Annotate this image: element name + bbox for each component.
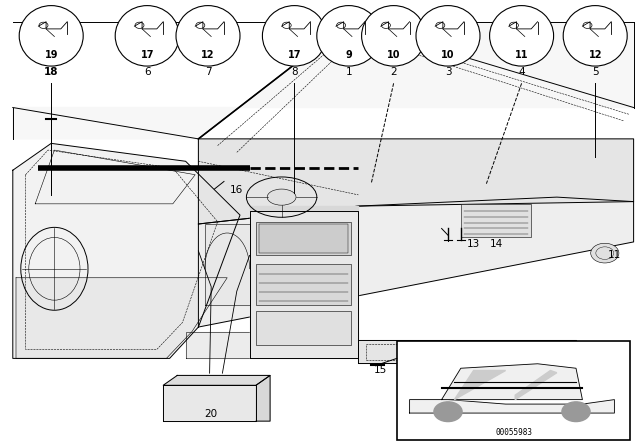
Polygon shape — [205, 224, 250, 305]
Bar — [259, 224, 348, 253]
Polygon shape — [250, 211, 358, 358]
Ellipse shape — [176, 5, 240, 66]
Circle shape — [562, 402, 590, 422]
Text: 6: 6 — [144, 67, 150, 77]
Text: 17: 17 — [287, 50, 301, 60]
Text: 12: 12 — [588, 50, 602, 60]
Ellipse shape — [262, 5, 326, 66]
Text: 20: 20 — [205, 409, 218, 419]
Text: 13: 13 — [467, 239, 480, 249]
Ellipse shape — [416, 5, 480, 66]
Polygon shape — [198, 197, 634, 327]
Text: 9: 9 — [346, 50, 352, 60]
Polygon shape — [198, 139, 634, 224]
Text: 00055983: 00055983 — [495, 428, 532, 437]
Polygon shape — [13, 22, 634, 139]
Text: 5: 5 — [592, 67, 598, 77]
Text: 19: 19 — [44, 50, 58, 60]
Text: 2: 2 — [390, 67, 397, 77]
Text: 8: 8 — [291, 67, 298, 77]
Bar — [256, 311, 351, 345]
Bar — [256, 264, 351, 305]
Text: 7: 7 — [205, 67, 211, 77]
Text: 15: 15 — [374, 365, 387, 375]
Polygon shape — [410, 400, 614, 413]
Text: 16: 16 — [230, 185, 243, 195]
Polygon shape — [256, 375, 270, 421]
Ellipse shape — [19, 5, 83, 66]
Ellipse shape — [268, 189, 296, 205]
Polygon shape — [163, 375, 270, 385]
Bar — [397, 341, 630, 440]
Polygon shape — [163, 385, 256, 421]
Text: 18: 18 — [44, 67, 58, 77]
Bar — [461, 204, 531, 237]
Text: 1: 1 — [346, 67, 352, 77]
Polygon shape — [250, 206, 358, 211]
Text: 12: 12 — [201, 50, 215, 60]
Polygon shape — [13, 143, 240, 358]
Text: 10: 10 — [387, 50, 401, 60]
Ellipse shape — [115, 5, 179, 66]
Polygon shape — [454, 370, 506, 400]
Bar — [256, 222, 351, 255]
Polygon shape — [358, 340, 576, 363]
Text: 14: 14 — [490, 239, 502, 249]
Text: 4: 4 — [518, 67, 525, 77]
Ellipse shape — [317, 5, 381, 66]
Text: 11: 11 — [515, 50, 529, 60]
Circle shape — [591, 243, 619, 263]
Polygon shape — [16, 278, 227, 358]
Ellipse shape — [563, 5, 627, 66]
Text: 17: 17 — [140, 50, 154, 60]
Ellipse shape — [490, 5, 554, 66]
Circle shape — [434, 402, 462, 422]
Polygon shape — [515, 370, 557, 400]
Text: 3: 3 — [445, 67, 451, 77]
Polygon shape — [442, 364, 582, 400]
Text: 10: 10 — [441, 50, 455, 60]
Text: 11: 11 — [608, 250, 621, 260]
Polygon shape — [186, 332, 358, 358]
Ellipse shape — [362, 5, 426, 66]
